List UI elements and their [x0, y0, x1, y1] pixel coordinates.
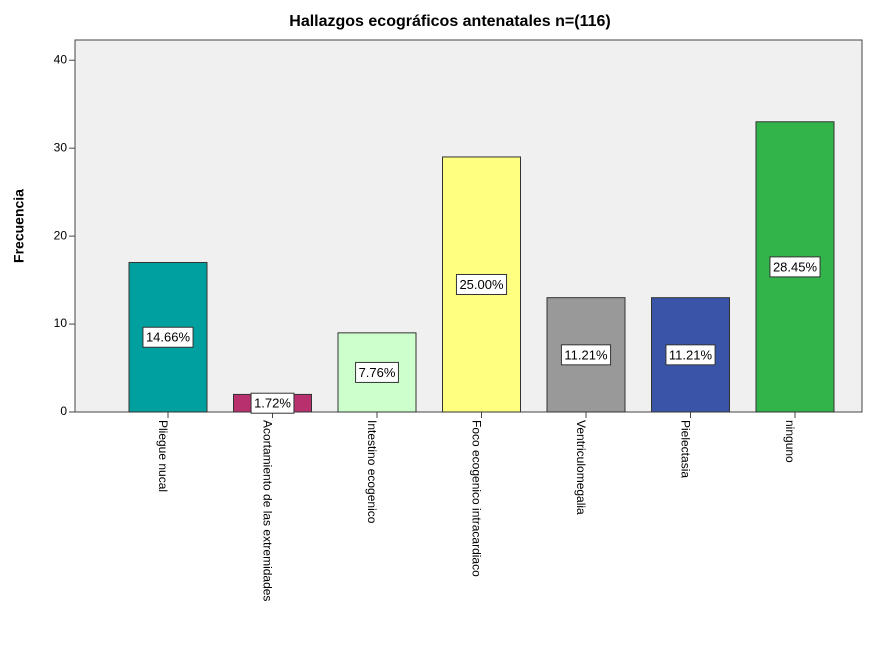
y-tick-label: 20 [54, 228, 68, 242]
value-label-box [560, 344, 612, 366]
y-axis-title: Frecuencia [11, 189, 27, 263]
value-label: 14.66% [146, 330, 191, 345]
value-label-box [769, 256, 821, 278]
value-label-box [142, 326, 194, 348]
chart-title: Hallazgos ecográficos antenatales n=(116… [289, 13, 610, 30]
x-tick-label: ninguno [783, 420, 797, 463]
value-label: 11.21% [564, 347, 608, 362]
y-tick-label: 30 [54, 140, 68, 154]
value-label: 7.76% [359, 365, 396, 380]
value-label-box [665, 344, 716, 366]
value-label: 11.21% [669, 347, 713, 362]
value-label-box [455, 273, 508, 295]
y-tick-label: 0 [60, 404, 67, 418]
value-label: 25.00% [459, 277, 504, 292]
value-label-box [355, 361, 399, 383]
value-label: 1.72% [254, 396, 291, 411]
x-tick-label: Intestino ecogenico [365, 420, 379, 524]
y-tick-label: 40 [54, 52, 68, 66]
x-tick-label: Acortamiento de las extremidades [260, 420, 274, 601]
x-tick-label: Pielectasia [678, 420, 692, 478]
x-tick-label: Pliegue nucal [156, 420, 170, 492]
value-label-box [250, 392, 295, 414]
x-tick-label: Foco ecogenico intracardiaco [469, 420, 483, 577]
value-label: 28.45% [773, 259, 818, 274]
y-tick-label: 10 [54, 316, 68, 330]
x-tick-label: Ventriculomegalia [574, 420, 588, 515]
